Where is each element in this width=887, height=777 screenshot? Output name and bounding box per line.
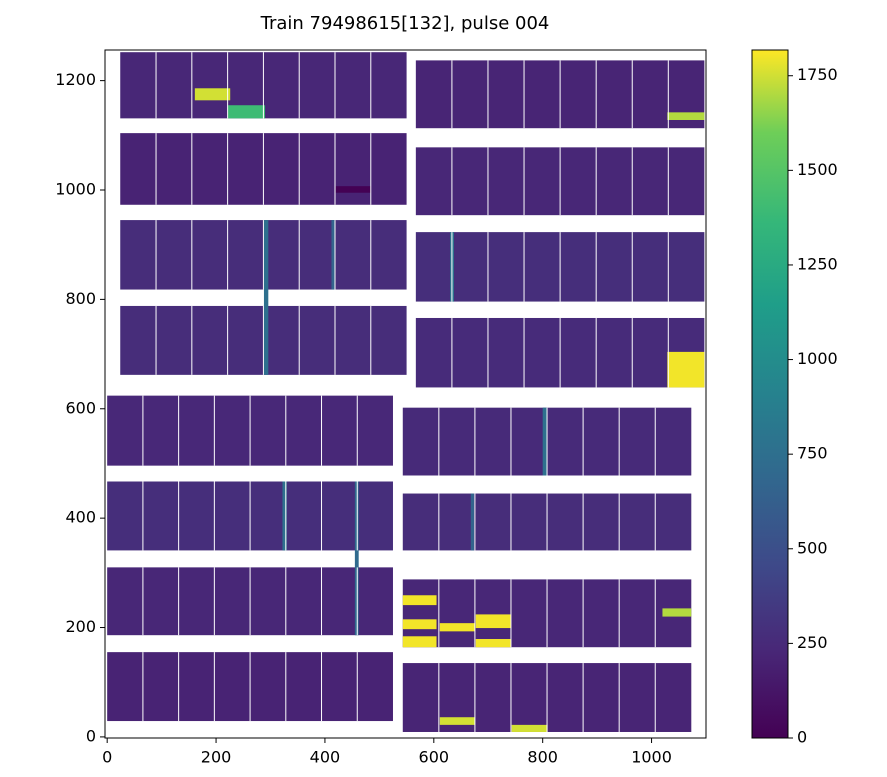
- intensity-feature: [439, 717, 475, 725]
- intensity-feature: [511, 724, 548, 732]
- intensity-feature: [228, 105, 266, 119]
- intensity-feature: [475, 614, 511, 629]
- intensity-feature: [402, 619, 437, 630]
- y-tick-label: 800: [65, 289, 96, 308]
- colorbar-tick-label: 0: [797, 728, 807, 747]
- colorbar: [752, 50, 788, 738]
- y-tick-label: 1000: [55, 180, 96, 199]
- colorbar-tick-label: 1750: [797, 65, 838, 84]
- plot-frame: [104, 49, 707, 739]
- intensity-feature: [475, 639, 511, 648]
- intensity-feature: [662, 608, 692, 617]
- intensity-feature: [263, 220, 269, 375]
- intensity-feature: [542, 407, 548, 476]
- colorbar-frame: [751, 49, 789, 739]
- intensity-feature: [194, 88, 231, 101]
- intensity-feature: [439, 623, 475, 632]
- y-tick-label: 1200: [55, 70, 96, 89]
- intensity-feature: [667, 112, 705, 121]
- y-tick-label: 200: [65, 617, 96, 636]
- colorbar-tick-label: 750: [797, 444, 828, 463]
- colorbar-tick-label: 250: [797, 633, 828, 652]
- colorbar-tick-label: 500: [797, 538, 828, 557]
- y-tick-label: 600: [65, 398, 96, 417]
- intensity-feature: [354, 481, 359, 636]
- x-tick-label: 1000: [631, 748, 672, 767]
- intensity-feature: [402, 636, 437, 648]
- intensity-feature: [282, 481, 287, 551]
- x-tick-label: 800: [527, 748, 558, 767]
- chart-title: Train 79498615[132], pulse 004: [260, 13, 550, 34]
- colorbar-tick-label: 1000: [797, 349, 838, 368]
- y-tick-label: 400: [65, 508, 96, 527]
- intensity-feature: [331, 220, 335, 290]
- y-tick-label: 0: [86, 726, 96, 745]
- x-tick-label: 0: [102, 748, 112, 767]
- x-tick-label: 200: [201, 748, 232, 767]
- intensity-feature: [667, 351, 705, 388]
- intensity-feature: [402, 595, 437, 606]
- intensity-feature: [470, 493, 475, 551]
- x-tick-label: 400: [310, 748, 341, 767]
- colorbar-tick-label: 1250: [797, 254, 838, 273]
- x-tick-label: 600: [419, 748, 450, 767]
- colorbar-tick-label: 1500: [797, 160, 838, 179]
- intensity-feature: [335, 186, 371, 193]
